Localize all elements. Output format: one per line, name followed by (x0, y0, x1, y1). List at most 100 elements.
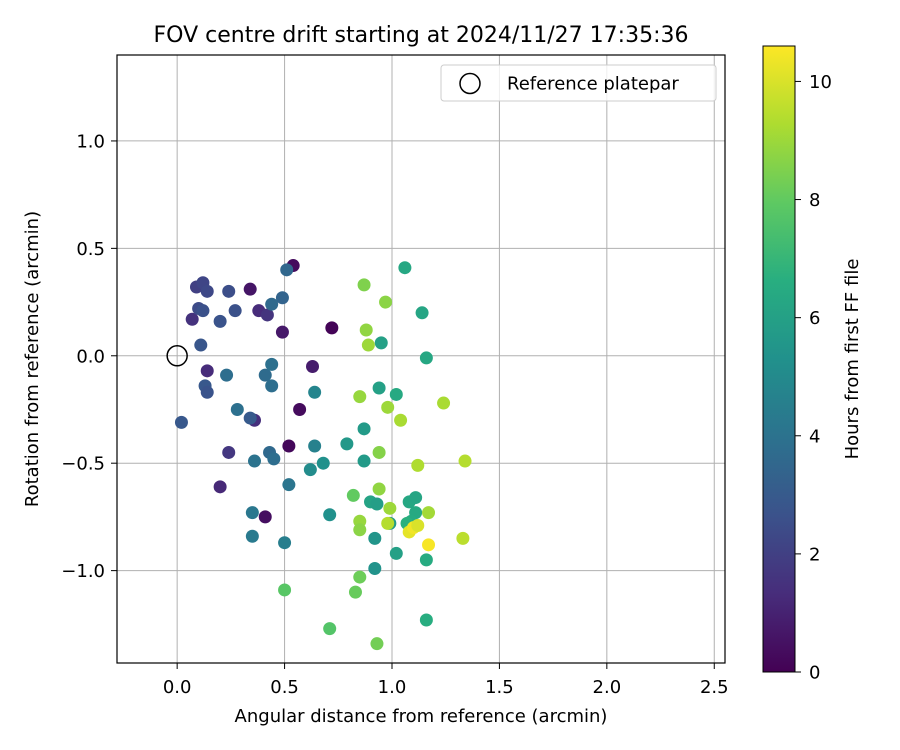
data-point (303, 463, 317, 477)
x-axis-label: Angular distance from reference (arcmin) (235, 706, 608, 727)
data-point (325, 321, 339, 335)
data-point (389, 546, 403, 560)
data-point (411, 519, 425, 533)
colorbar-tick-label: 10 (809, 72, 832, 93)
data-point (353, 523, 367, 537)
y-tick-label: 1.0 (76, 131, 105, 152)
data-point (383, 501, 397, 515)
y-tick-label: 0.5 (76, 239, 105, 260)
x-axis-ticks: 0.0 0.5 1.0 1.5 2.0 2.5 (163, 663, 729, 698)
data-point (222, 445, 236, 459)
chart-title: FOV centre drift starting at 2024/11/27 … (154, 23, 689, 48)
data-point (389, 387, 403, 401)
y-tick-label: −0.5 (61, 454, 105, 475)
data-point (415, 306, 429, 320)
legend-box (440, 64, 717, 102)
colorbar: 0 2 4 6 8 10 Hours from first FF file (762, 45, 863, 684)
reference-platepar-marker (166, 345, 188, 367)
data-point (353, 570, 367, 584)
data-point (379, 295, 393, 309)
data-point (275, 325, 289, 339)
x-tick-label: 2.0 (593, 677, 622, 698)
colorbar-tick-label: 8 (809, 190, 820, 211)
data-point (437, 396, 451, 410)
x-tick-label: 0.5 (270, 677, 299, 698)
y-tick-label: 0.0 (76, 346, 105, 367)
data-point (381, 400, 395, 414)
data-point (394, 413, 408, 427)
colorbar-tick-label: 2 (809, 544, 820, 565)
data-point (278, 583, 292, 597)
data-point (260, 308, 274, 322)
data-point (359, 323, 373, 337)
data-point (213, 314, 227, 328)
data-point (306, 360, 320, 374)
data-point (278, 536, 292, 550)
data-point (258, 368, 272, 382)
data-point (353, 390, 367, 404)
data-point (419, 613, 433, 627)
data-point (243, 282, 257, 296)
data-point (280, 263, 294, 277)
colorbar-label: Hours from first FF file (842, 259, 863, 460)
data-point (308, 385, 322, 399)
data-point (174, 415, 188, 429)
data-point (323, 508, 337, 522)
x-tick-label: 2.5 (700, 677, 729, 698)
legend-reference-marker (459, 72, 481, 95)
data-point (230, 402, 244, 416)
data-point (370, 637, 384, 651)
data-point (282, 478, 296, 492)
data-point (372, 381, 386, 395)
data-point (368, 561, 382, 575)
data-point (357, 454, 371, 468)
data-point (422, 506, 436, 520)
data-point (265, 379, 279, 393)
data-point (348, 585, 362, 599)
data-point (282, 439, 296, 453)
data-point (245, 529, 259, 543)
colorbar-tick-label: 0 (809, 663, 820, 684)
data-point (456, 531, 470, 545)
data-point (222, 284, 236, 298)
data-point (357, 422, 371, 436)
data-point (398, 261, 412, 275)
data-point (458, 454, 472, 468)
data-point (381, 516, 395, 530)
data-point (409, 491, 423, 505)
data-point (275, 291, 289, 305)
data-point (247, 454, 261, 468)
data-point (346, 488, 360, 502)
data-point (267, 452, 281, 466)
data-point (419, 553, 433, 567)
data-point (228, 304, 242, 318)
plot-area-frame (116, 54, 726, 664)
data-point (194, 338, 208, 352)
y-axis-label: Rotation from reference (arcmin) (22, 211, 43, 507)
data-point (323, 622, 337, 636)
data-point (258, 510, 272, 524)
data-point (213, 480, 227, 494)
data-point (374, 336, 388, 350)
data-point (372, 482, 386, 496)
data-point (245, 506, 259, 520)
data-point (265, 297, 279, 311)
data-point (265, 357, 279, 371)
data-point (316, 456, 330, 470)
data-point (200, 385, 214, 399)
data-point (243, 411, 257, 425)
x-tick-label: 0.0 (163, 677, 192, 698)
data-point (370, 497, 384, 511)
data-point (308, 439, 322, 453)
colorbar-tick-label: 6 (809, 308, 820, 329)
colorbar-ticks: 0 2 4 6 8 10 (795, 72, 832, 684)
y-axis-ticks: −1.0 −0.5 0.0 0.5 1.0 (61, 131, 117, 582)
data-point (361, 338, 375, 352)
data-point (185, 312, 199, 326)
data-point (368, 531, 382, 545)
colorbar-gradient (762, 45, 796, 673)
data-point (372, 445, 386, 459)
data-point (422, 538, 436, 552)
data-points (166, 259, 472, 651)
